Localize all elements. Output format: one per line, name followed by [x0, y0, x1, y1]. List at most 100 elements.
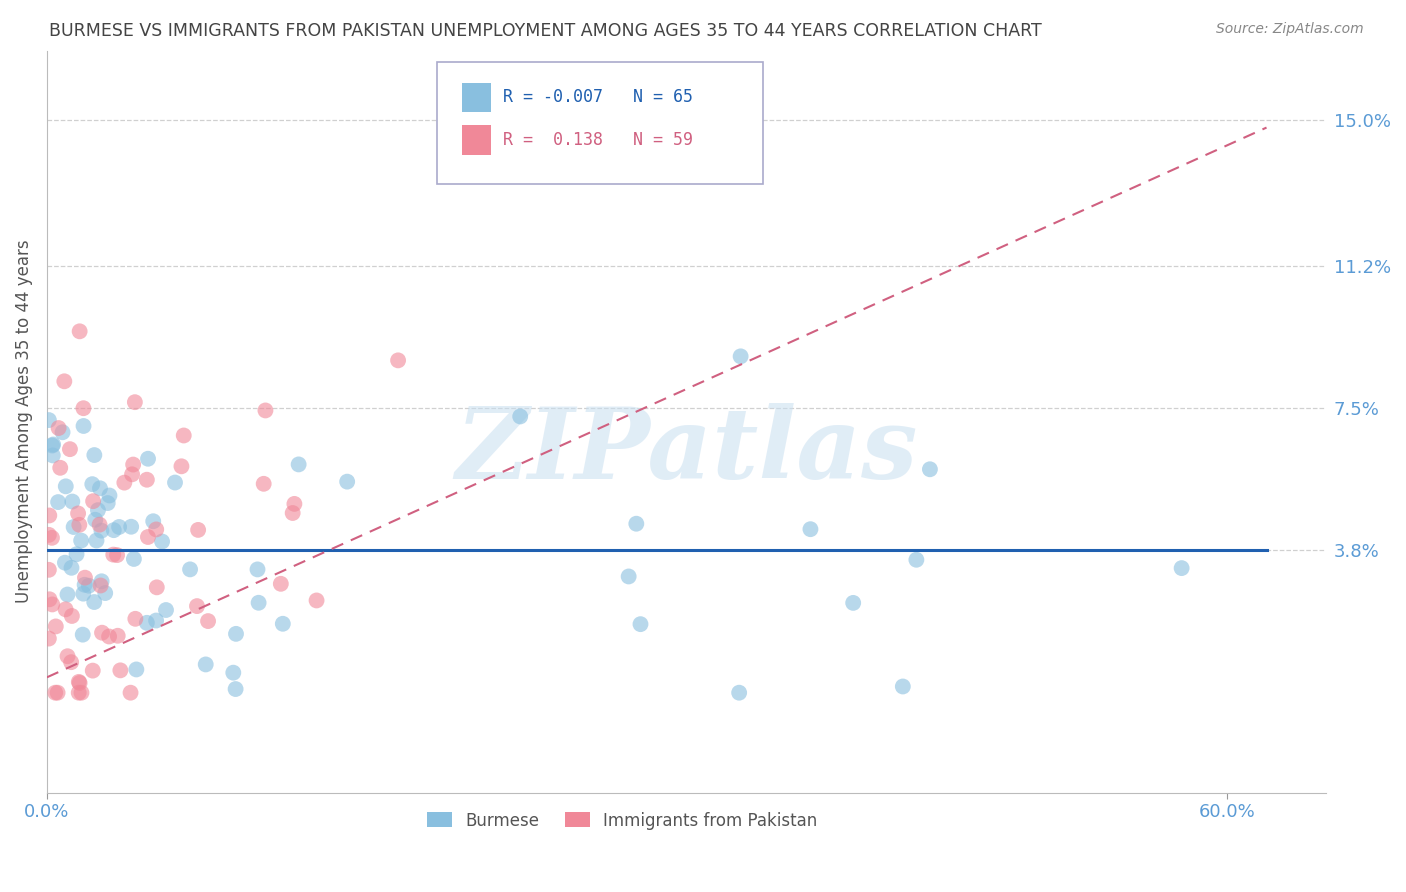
Point	[38, 413, 60, 427]
Point	[67, 686, 90, 700]
Point	[72, 419, 94, 434]
Point	[194, 657, 217, 672]
Point	[73, 571, 96, 585]
Point	[87, 503, 110, 517]
Point	[70, 533, 93, 548]
Text: BURMESE VS IMMIGRANTS FROM PAKISTAN UNEMPLOYMENT AMONG AGES 35 TO 44 YEARS CORRE: BURMESE VS IMMIGRANTS FROM PAKISTAN UNEM…	[49, 22, 1042, 40]
Point	[69, 324, 91, 338]
Text: R = -0.007   N = 65: R = -0.007 N = 65	[503, 88, 693, 106]
Point	[91, 625, 114, 640]
Point	[38, 528, 60, 542]
Point	[630, 617, 652, 632]
Point	[46, 495, 69, 509]
Point	[86, 533, 108, 548]
Point	[97, 496, 120, 510]
Point	[1170, 561, 1192, 575]
Point	[112, 475, 135, 490]
Point	[41, 438, 63, 452]
Point	[122, 458, 145, 472]
Point	[67, 517, 90, 532]
Point	[89, 517, 111, 532]
Point	[146, 580, 169, 594]
Point	[170, 459, 193, 474]
Point	[225, 627, 247, 641]
Point	[173, 428, 195, 442]
Point	[82, 494, 104, 508]
Point	[336, 475, 359, 489]
Point	[121, 467, 143, 482]
Point	[60, 655, 83, 669]
FancyBboxPatch shape	[437, 62, 763, 185]
Point	[246, 562, 269, 576]
Text: R =  0.138   N = 59: R = 0.138 N = 59	[503, 131, 693, 149]
Point	[89, 481, 111, 495]
Point	[82, 477, 104, 491]
Point	[281, 506, 304, 520]
Point	[142, 514, 165, 528]
Point	[626, 516, 648, 531]
Point	[53, 556, 76, 570]
Point	[62, 520, 84, 534]
Point	[617, 569, 640, 583]
Point	[77, 579, 100, 593]
Point	[145, 523, 167, 537]
Point	[905, 553, 928, 567]
Point	[41, 598, 63, 612]
Point	[55, 479, 77, 493]
Point	[155, 603, 177, 617]
Point	[46, 686, 69, 700]
Point	[53, 374, 76, 388]
Point	[56, 649, 79, 664]
Point	[222, 665, 245, 680]
Point	[60, 494, 83, 508]
Point	[42, 449, 65, 463]
Point	[38, 632, 60, 646]
Point	[69, 676, 91, 690]
Point	[90, 574, 112, 589]
Point	[135, 473, 157, 487]
Point	[287, 458, 309, 472]
Point	[67, 674, 90, 689]
Point	[136, 451, 159, 466]
Point	[70, 686, 93, 700]
Point	[82, 664, 104, 678]
Point	[90, 524, 112, 538]
Point	[72, 401, 94, 416]
Point	[98, 488, 121, 502]
Point	[283, 497, 305, 511]
Point	[120, 520, 142, 534]
Point	[254, 403, 277, 417]
Point	[98, 630, 121, 644]
Point	[60, 609, 83, 624]
Point	[59, 442, 82, 457]
Point	[55, 602, 77, 616]
Point	[56, 587, 79, 601]
Point	[509, 409, 531, 424]
Point	[842, 596, 865, 610]
Y-axis label: Unemployment Among Ages 35 to 44 years: Unemployment Among Ages 35 to 44 years	[15, 240, 32, 604]
Point	[72, 627, 94, 641]
Text: Source: ZipAtlas.com: Source: ZipAtlas.com	[1216, 22, 1364, 37]
Point	[83, 595, 105, 609]
Point	[150, 534, 173, 549]
Point	[108, 520, 131, 534]
Point	[38, 563, 60, 577]
Point	[728, 686, 751, 700]
Point	[305, 593, 328, 607]
Point	[387, 353, 409, 368]
Point	[60, 561, 83, 575]
Point	[271, 616, 294, 631]
Point	[105, 548, 128, 562]
FancyBboxPatch shape	[463, 83, 491, 112]
Point	[38, 508, 60, 523]
Point	[72, 587, 94, 601]
Point	[90, 578, 112, 592]
Point	[247, 596, 270, 610]
Point	[49, 460, 72, 475]
Point	[94, 586, 117, 600]
Point	[42, 437, 65, 451]
Point	[51, 425, 73, 440]
Point	[41, 531, 63, 545]
Point	[124, 612, 146, 626]
Point	[103, 523, 125, 537]
